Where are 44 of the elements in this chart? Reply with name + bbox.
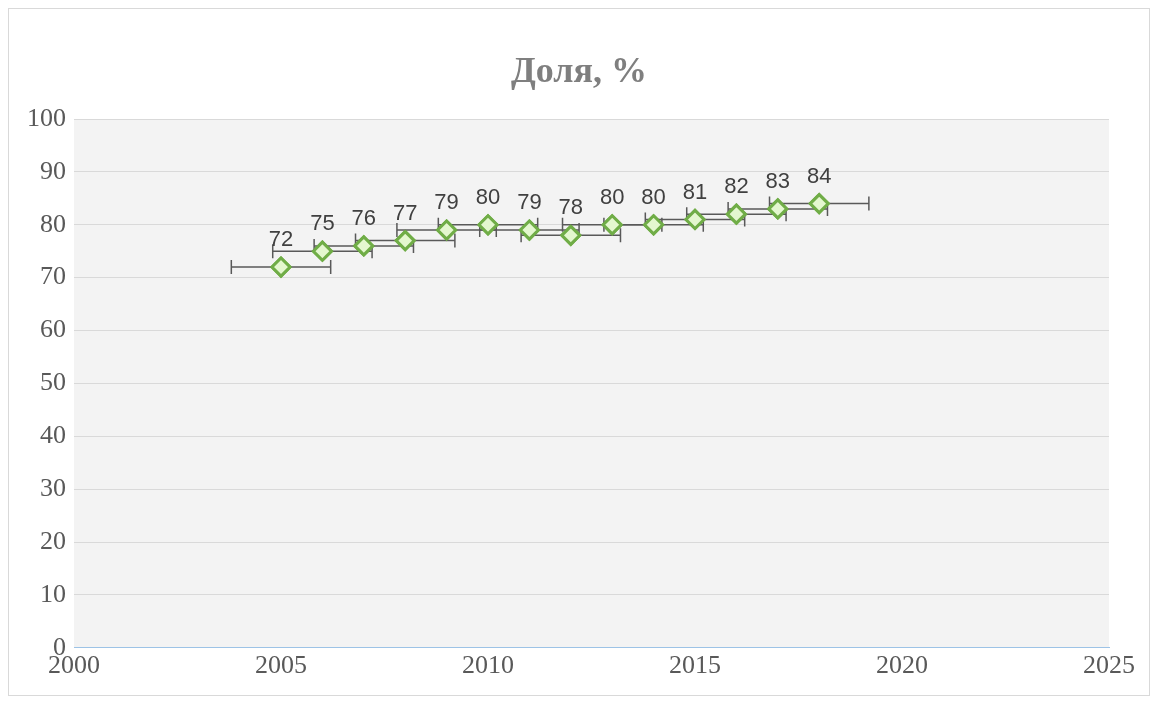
- x-tick-label: 2025: [1083, 650, 1135, 680]
- data-label: 80: [641, 183, 666, 209]
- data-label: 82: [724, 173, 749, 199]
- data-label: 80: [475, 183, 501, 209]
- x-tick-label: 2010: [462, 650, 514, 680]
- x-tick-label: 2020: [876, 650, 928, 680]
- data-label: 77: [392, 199, 418, 225]
- point: [643, 214, 665, 236]
- y-tick-label: 30: [40, 472, 66, 502]
- point: [684, 208, 706, 230]
- data-label: 75: [310, 210, 335, 236]
- y-tick-label: 40: [40, 420, 66, 450]
- data-label: 83: [765, 167, 791, 193]
- x-tick-label: 2015: [669, 650, 721, 680]
- point: [394, 230, 416, 252]
- y-tick-label: 50: [40, 367, 66, 397]
- y-tick-label: 70: [40, 261, 66, 291]
- data-label: 84: [806, 162, 832, 188]
- point: [477, 214, 499, 236]
- y-tick-label: 60: [40, 314, 66, 344]
- x-tick-label: 2005: [255, 650, 307, 680]
- data-label: 78: [558, 194, 584, 220]
- data-label: 76: [351, 204, 377, 230]
- y-tick-label: 80: [40, 208, 66, 238]
- point: [601, 214, 623, 236]
- y-tick-label: 10: [40, 578, 66, 608]
- data-label: 81: [682, 178, 708, 204]
- point: [436, 219, 458, 241]
- point: [518, 219, 540, 241]
- point: [767, 198, 789, 220]
- point: [353, 235, 375, 257]
- data-label: 72: [268, 226, 294, 252]
- y-tick-label: 20: [40, 525, 66, 555]
- data-label: 79: [434, 189, 459, 215]
- y-tick-label: 100: [27, 102, 66, 132]
- point: [311, 240, 333, 262]
- point: [560, 224, 582, 246]
- y-tick-label: 90: [40, 155, 66, 185]
- point: [725, 203, 747, 225]
- chart-title: Доля, %: [510, 49, 648, 91]
- point: [270, 256, 292, 278]
- data-label: 80: [599, 183, 625, 209]
- point: [808, 193, 830, 215]
- data-label: 79: [517, 189, 542, 215]
